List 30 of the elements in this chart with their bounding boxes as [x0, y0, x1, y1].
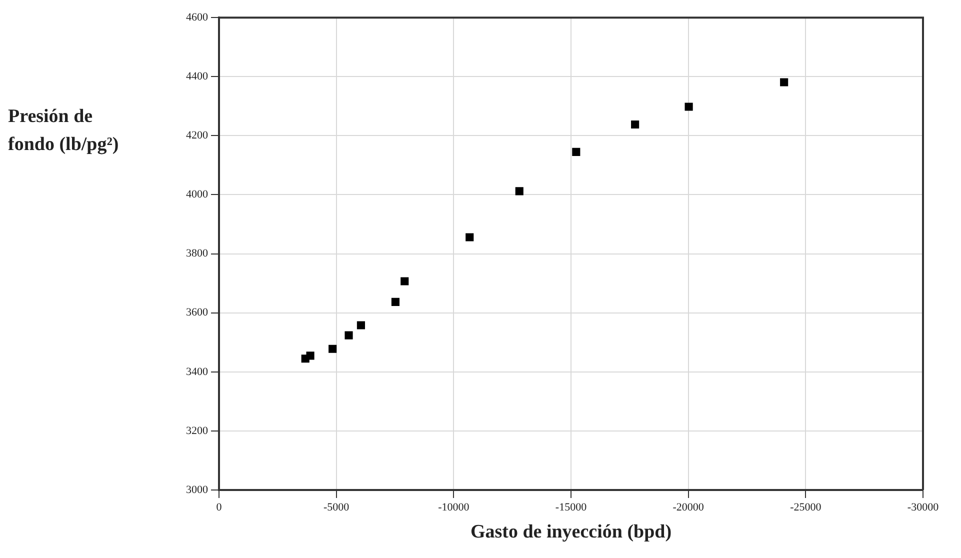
y-tick-label: 3800 [186, 248, 208, 260]
point [306, 352, 314, 360]
y-tick-label: 4600 [186, 11, 208, 24]
point [684, 102, 693, 111]
point [344, 331, 353, 340]
point [391, 298, 400, 306]
y-tick-label: 3400 [186, 366, 208, 378]
y-tick-label: 4200 [186, 130, 208, 142]
x-tick-label: -5000 [323, 501, 350, 514]
point [400, 277, 409, 286]
x-tick-label: -25000 [790, 501, 822, 514]
point [631, 120, 640, 129]
point [328, 344, 337, 353]
point [356, 321, 366, 330]
x-tick-label: -20000 [672, 501, 704, 514]
y-axis-title: Presión de fondo (lb/pg²) [8, 105, 120, 157]
point [466, 233, 474, 242]
y-tick-label: 4000 [186, 188, 208, 201]
point [515, 187, 524, 196]
point [780, 78, 788, 86]
y-tick-label: 3200 [186, 424, 208, 437]
point [572, 148, 580, 156]
x-tick-label: 0 [216, 501, 222, 514]
y-tick-label: 4400 [186, 70, 208, 83]
y-tick-label: 3600 [186, 306, 208, 319]
x-axis-title: Gasto de inyección (bpd) [470, 522, 672, 543]
x-tick-label: -15000 [555, 501, 588, 514]
x-tick-label: -30000 [907, 501, 940, 514]
x-tick-label: -10000 [438, 501, 470, 514]
y-tick-label: 3000 [186, 484, 208, 496]
